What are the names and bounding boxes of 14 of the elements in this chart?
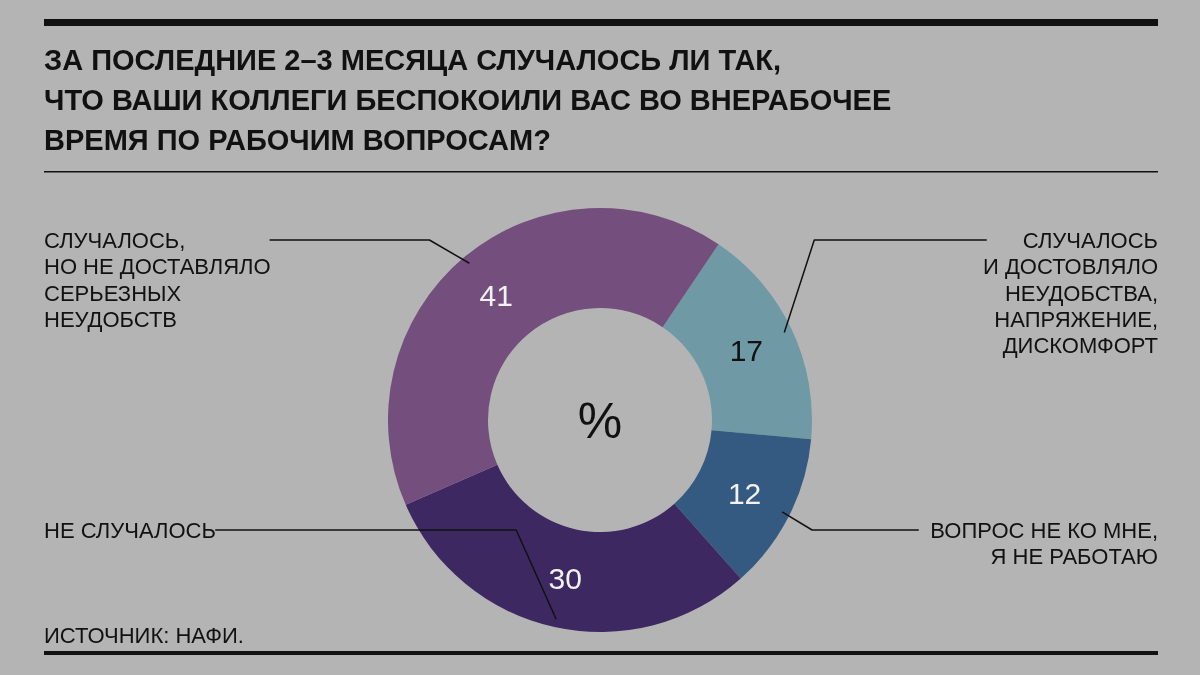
data-label: 30 xyxy=(548,561,582,595)
slice-label: НЕ СЛУЧАЛОСЬ xyxy=(44,517,216,543)
text: ИСТОЧНИК: НАФИ. xyxy=(44,623,244,648)
data-label: 17 xyxy=(729,334,764,368)
donut-slice xyxy=(662,244,812,440)
text: % xyxy=(577,392,623,449)
data-label: 41 xyxy=(479,279,513,313)
donut-slice xyxy=(388,208,719,505)
slice-label: СЛУЧАЛОСЬ, НО НЕ ДОСТАВЛЯЛО СЕРЬЕЗНЫХ НЕУДОБСТВ xyxy=(44,227,271,332)
chart-title: ЗА ПОСЛЕДНИЕ 2–3 МЕСЯЦА СЛУЧАЛОСЬ ЛИ ТАК, ЧТО ВАШИ КОЛЛЕГИ БЕСПОКОИЛИ ВАС ВО ВНЕРАБОЧЕЕ ВРЕМЯ ПО РАБОЧИМ ВОПРОСАМ? xyxy=(44,44,892,156)
donut-slice xyxy=(674,430,812,579)
slice-label: ВОПРОС НЕ КО МНЕ, Я НЕ РАБОТАЮ xyxy=(930,517,1158,570)
data-label: 12 xyxy=(727,476,762,510)
slice-label: СЛУЧАЛОСЬ И ДОСТОВЛЯЛО НЕУДОБСТВА, НАПРЯЖЕНИЕ, ДИСКОМФОРТ xyxy=(983,227,1158,359)
